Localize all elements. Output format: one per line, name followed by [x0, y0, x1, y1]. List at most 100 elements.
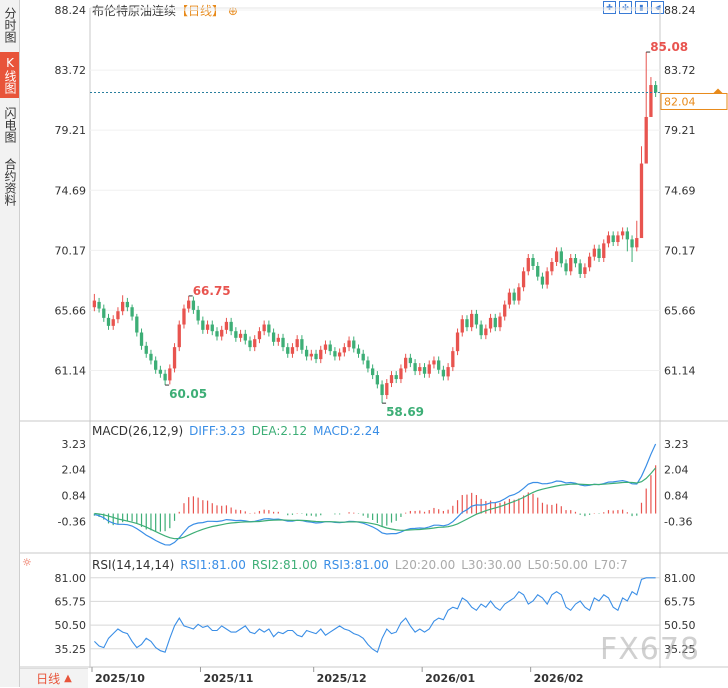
candle-up [295, 339, 299, 348]
price-tick-label-right: 65.66 [664, 304, 696, 317]
chart-frame [20, 7, 728, 668]
candle-down [243, 333, 247, 341]
candle-down [611, 235, 615, 243]
candle-down [356, 348, 361, 354]
candle-down [271, 332, 276, 342]
candle-up [92, 300, 97, 308]
x-tick-label: 2025/12 [317, 672, 367, 685]
rsi-tick-label-right: 35.25 [664, 643, 696, 656]
candle-up [635, 238, 639, 248]
candle-down [375, 375, 380, 385]
candle-up [446, 367, 450, 377]
candle-down [394, 375, 398, 380]
candle-down [512, 292, 516, 301]
candle-up [323, 344, 328, 350]
side-tab-bar: 分时图 K线图 闪电图 合约资料 [0, 0, 20, 687]
candle-down [536, 265, 540, 277]
candle-down [196, 309, 200, 321]
extreme-label: 66.75 [193, 284, 231, 298]
price-tick-label-right: 79.21 [664, 124, 696, 137]
candle-up [526, 258, 530, 272]
rsi-tick-label-left: 65.75 [55, 595, 87, 608]
macd-tick-label-right: -0.36 [664, 515, 692, 528]
candle-up [517, 287, 521, 301]
candle-up [309, 353, 313, 357]
timeframe-selector[interactable]: 日线 ▲ [20, 668, 88, 688]
price-tick-label-left: 74.69 [55, 184, 87, 197]
candle-down [361, 353, 365, 361]
candle-up [521, 271, 526, 288]
candle-down [540, 276, 545, 285]
candle-down [154, 360, 158, 370]
tab-contract-info[interactable]: 合约资料 [3, 158, 17, 206]
candle-down [201, 320, 205, 330]
caret-up-icon: ▲ [64, 673, 72, 684]
macd-pane: 3.23 3.23 2.04 2.04 0.84 0.84 -0.36 -0.36 [58, 438, 692, 546]
rsi-tick-label-right: 50.50 [664, 619, 696, 632]
candle-down [106, 317, 111, 326]
candle-down [163, 373, 167, 381]
tab-kline[interactable]: K线图 [0, 52, 19, 98]
candle-down [139, 332, 144, 346]
candle-up [238, 333, 243, 338]
x-tick-label: 2026/01 [425, 672, 475, 685]
candle-up [399, 368, 403, 380]
plus-circle-icon[interactable]: ⊕ [227, 4, 238, 18]
price-tick-label-right: 70.17 [664, 244, 696, 257]
candle-down [380, 384, 384, 396]
candle-down [210, 324, 214, 332]
candle-down [559, 251, 563, 264]
candle-up [187, 300, 191, 309]
candle-down [465, 319, 469, 328]
candle-up [545, 271, 549, 285]
settings-sun-icon: ☼ [22, 556, 32, 569]
price-tick-label-right: 83.72 [664, 64, 696, 77]
candle-up [470, 313, 474, 328]
candle-up [182, 308, 186, 325]
candle-down [531, 258, 535, 266]
candle-up [639, 163, 644, 239]
rsi-tick-label-left: 50.50 [55, 619, 87, 632]
candle-up [644, 116, 648, 164]
x-tick-label: 2025/10 [95, 672, 145, 685]
rsi-pane: 81.00 81.00 65.75 65.75 50.50 50.50 35.25 35.25… [22, 556, 696, 656]
candle-down [653, 85, 658, 93]
price-marker-icon [713, 88, 723, 94]
candle-up [554, 251, 559, 262]
candle-up [290, 347, 295, 354]
candle-up [602, 243, 606, 259]
tab-flash[interactable]: 闪电图 [3, 107, 17, 143]
current-price-tag [660, 92, 728, 110]
rsi-tick-label-right: 81.00 [664, 572, 696, 585]
candle-down [441, 369, 446, 377]
candle-down [304, 349, 309, 357]
candle-down [422, 367, 427, 374]
macd-tick-label-left: 3.23 [62, 438, 87, 451]
candle-down [437, 360, 441, 370]
price-tick-label-left: 79.21 [55, 124, 87, 137]
price-tick-label-right: 61.14 [664, 365, 696, 378]
candle-down [234, 331, 238, 338]
candle-down [352, 340, 356, 349]
candle-up [111, 319, 115, 326]
candle-down [191, 300, 196, 310]
timeframe-label: 日线 [36, 672, 61, 686]
candle-down [267, 324, 271, 333]
current-price-label: 82.04 [664, 95, 696, 108]
macd-tick-label-right: 3.23 [664, 438, 689, 451]
candle-down [630, 239, 634, 248]
candle-up [389, 375, 394, 384]
candle-up [121, 301, 125, 312]
candle-down [597, 248, 601, 259]
candle-down [314, 353, 318, 360]
candle-up [220, 329, 224, 337]
tab-timeshare[interactable]: 分时图 [3, 7, 17, 43]
candle-down [479, 324, 483, 336]
candle-up [253, 339, 257, 348]
extreme-label: 58.69 [386, 405, 424, 419]
extreme-label: 85.08 [650, 40, 688, 54]
indicator-legends: MACD(26,12,9) DIFF:3.23 DEA:2.12 MACD:2.24 R… [92, 424, 628, 572]
candle-up [620, 231, 625, 236]
candle-down [130, 307, 134, 317]
